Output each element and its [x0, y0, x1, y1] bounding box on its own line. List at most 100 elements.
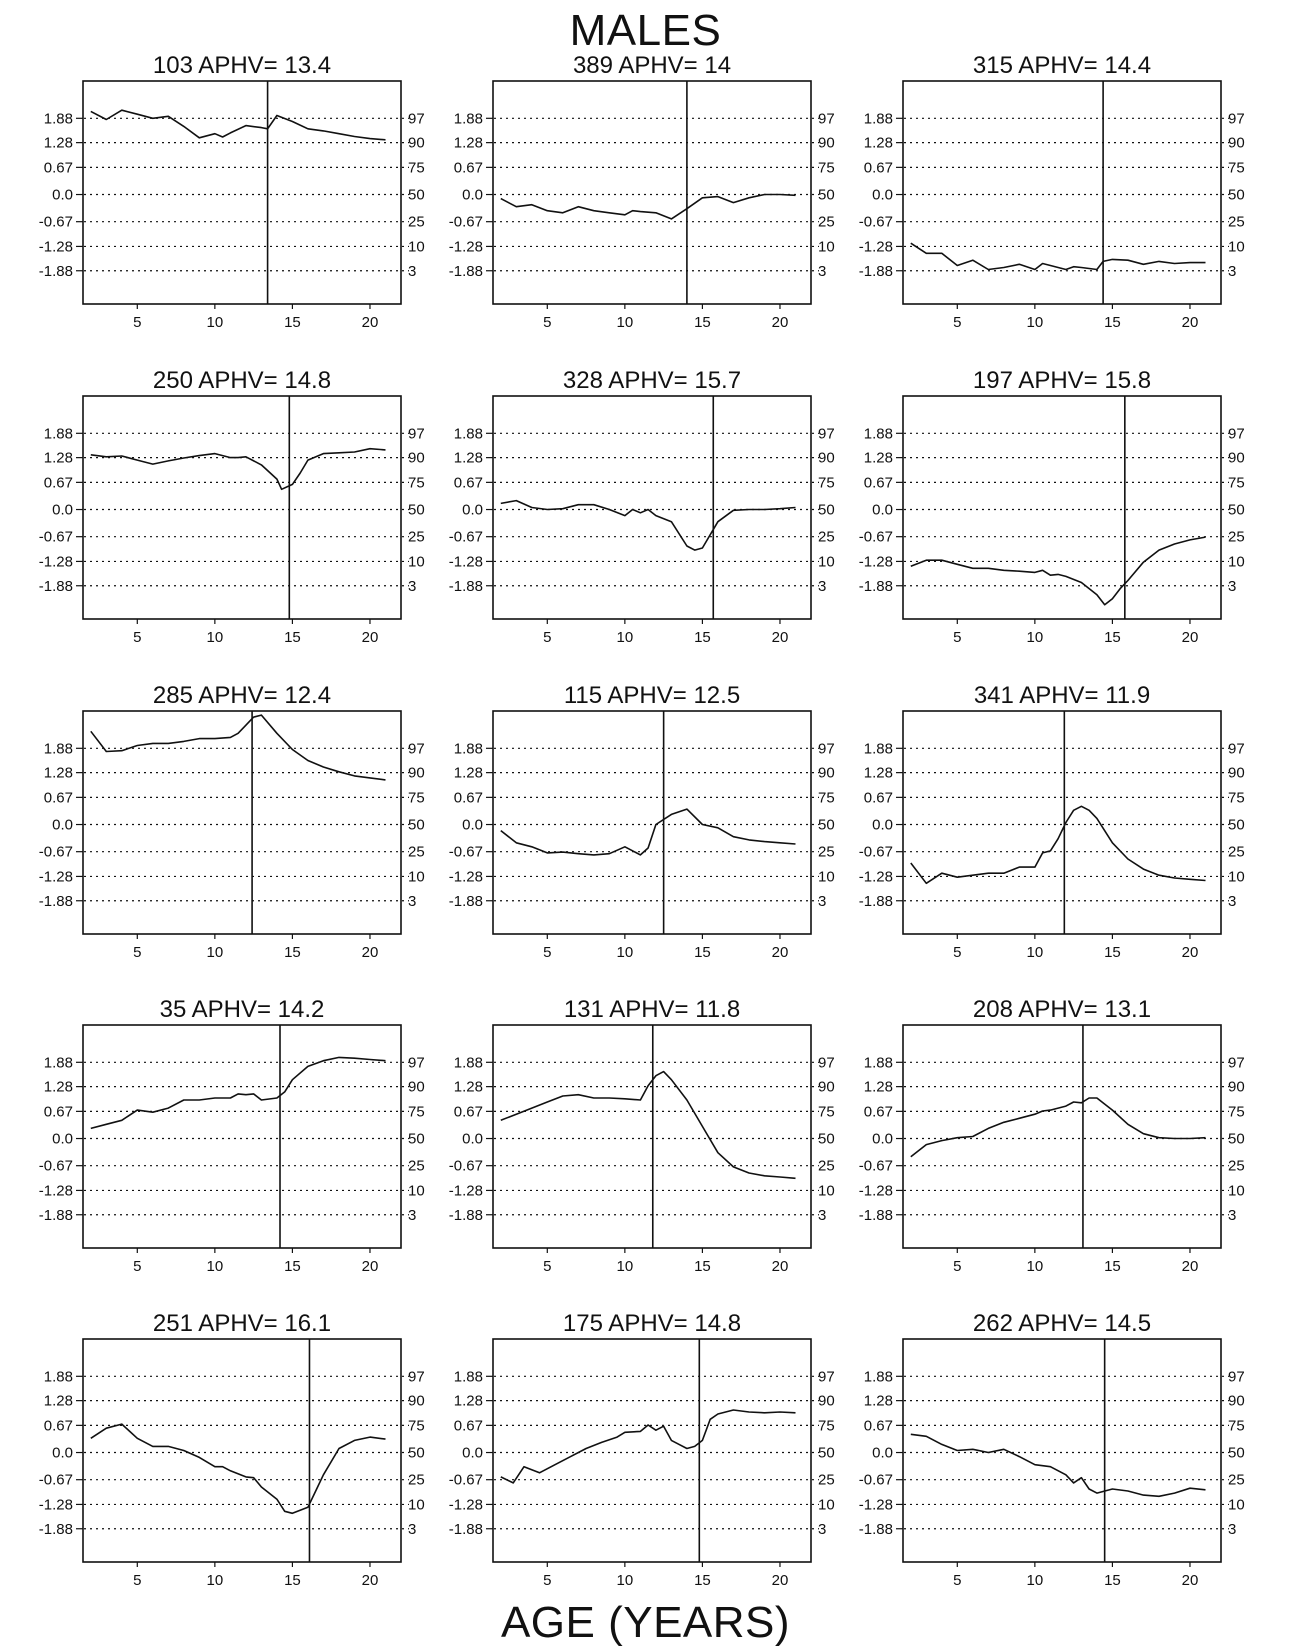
x-tick-label: 10 — [1027, 944, 1044, 961]
y-left-tick-label: -1.88 — [39, 1521, 73, 1538]
panel-title: 251 APHV= 16.1 — [153, 1310, 331, 1337]
x-tick-label: 10 — [207, 944, 224, 961]
y-left-tick-label: 0.67 — [864, 1417, 893, 1434]
y-right-tick-label: 50 — [818, 1445, 835, 1462]
series-line — [90, 1056, 386, 1130]
y-left-tick-label: -1.88 — [449, 893, 483, 910]
plot-frame — [82, 710, 402, 935]
y-left-tick-label: -1.28 — [859, 1182, 893, 1199]
x-tick-label: 20 — [1182, 1572, 1199, 1589]
y-right-tick-label: 10 — [1228, 1182, 1245, 1199]
y-left-tick-label: -0.67 — [39, 529, 73, 546]
y-left-tick-label: 0.67 — [454, 159, 483, 176]
y-right-tick-label: 3 — [818, 1207, 826, 1224]
series-line — [90, 714, 386, 781]
y-left-tick-label: -0.67 — [859, 1158, 893, 1175]
y-right-tick-label: 75 — [1228, 159, 1245, 176]
y-right-tick-label: 75 — [408, 1103, 425, 1120]
y-right-tick-label: 75 — [818, 474, 835, 491]
y-left-tick-label: -0.67 — [859, 844, 893, 861]
y-right-tick-label: 10 — [1228, 1496, 1245, 1513]
y-right-tick-label: 97 — [818, 425, 835, 442]
panel-title: 35 APHV= 14.2 — [160, 996, 325, 1023]
y-left-tick-label: 1.88 — [864, 1368, 893, 1385]
y-left-tick-label: -1.88 — [449, 263, 483, 280]
y-right-tick-label: 10 — [408, 553, 425, 570]
x-tick-label: 10 — [1027, 629, 1044, 646]
x-tick-label: 10 — [617, 629, 634, 646]
y-left-tick-label: 0.0 — [462, 1131, 483, 1148]
y-left-tick-label: 0.0 — [462, 1445, 483, 1462]
y-right-tick-label: 10 — [818, 238, 835, 255]
y-left-tick-label: 0.67 — [44, 474, 73, 491]
y-left-tick-label: 1.28 — [864, 1393, 893, 1410]
x-tick-label: 15 — [284, 1258, 301, 1275]
y-right-tick-label: 50 — [1228, 1131, 1245, 1148]
y-left-tick-label: 0.0 — [52, 502, 73, 519]
x-tick-label: 15 — [1104, 1572, 1121, 1589]
panel-title: 262 APHV= 14.5 — [973, 1310, 1151, 1337]
y-left-tick-label: 0.67 — [44, 789, 73, 806]
y-left-tick-label: -0.67 — [449, 1472, 483, 1489]
panel-title: 328 APHV= 15.7 — [563, 367, 741, 394]
y-right-tick-label: 3 — [818, 578, 826, 595]
y-right-tick-label: 10 — [818, 868, 835, 885]
x-tick-label: 20 — [772, 1572, 789, 1589]
y-right-tick-label: 75 — [1228, 1417, 1245, 1434]
y-right-tick-label: 75 — [818, 159, 835, 176]
x-tick-label: 5 — [133, 314, 141, 331]
y-right-tick-label: 25 — [1228, 529, 1245, 546]
y-right-tick-label: 75 — [818, 789, 835, 806]
y-right-tick-label: 75 — [408, 474, 425, 491]
y-left-tick-label: 1.28 — [44, 1079, 73, 1096]
y-left-tick-label: -1.28 — [449, 1182, 483, 1199]
y-right-tick-label: 90 — [408, 1079, 425, 1096]
y-left-tick-label: 1.28 — [454, 450, 483, 467]
y-right-tick-label: 90 — [408, 450, 425, 467]
y-right-tick-label: 25 — [818, 1472, 835, 1489]
x-tick-label: 15 — [284, 944, 301, 961]
y-left-tick-label: 1.28 — [44, 135, 73, 152]
x-tick-label: 5 — [953, 314, 961, 331]
y-left-tick-label: 1.88 — [454, 110, 483, 127]
x-tick-label: 15 — [1104, 944, 1121, 961]
y-right-tick-label: 75 — [1228, 1103, 1245, 1120]
y-right-tick-label: 10 — [818, 553, 835, 570]
y-left-tick-label: -0.67 — [859, 214, 893, 231]
y-left-tick-label: -0.67 — [449, 214, 483, 231]
y-left-tick-label: 1.28 — [454, 765, 483, 782]
figure-title: MALES — [569, 6, 722, 55]
panel-title: 175 APHV= 14.8 — [563, 1310, 741, 1337]
y-left-tick-label: 1.28 — [454, 1393, 483, 1410]
y-left-tick-label: 0.67 — [454, 1103, 483, 1120]
y-right-tick-label: 97 — [818, 110, 835, 127]
y-left-tick-label: 0.67 — [44, 1417, 73, 1434]
y-left-tick-label: 1.88 — [864, 425, 893, 442]
y-right-tick-label: 10 — [818, 1182, 835, 1199]
y-right-tick-label: 50 — [408, 1131, 425, 1148]
y-left-tick-label: 0.0 — [872, 1445, 893, 1462]
y-left-tick-label: 1.28 — [864, 1079, 893, 1096]
panel-title: 131 APHV= 11.8 — [564, 996, 740, 1023]
y-right-tick-label: 90 — [1228, 450, 1245, 467]
y-right-tick-label: 3 — [408, 1207, 416, 1224]
y-right-tick-label: 10 — [408, 238, 425, 255]
series-line — [910, 1433, 1206, 1498]
x-tick-label: 15 — [694, 1572, 711, 1589]
series-line — [910, 1097, 1206, 1158]
y-left-tick-label: -1.88 — [449, 578, 483, 595]
y-left-tick-label: 0.67 — [454, 789, 483, 806]
y-left-tick-label: 0.67 — [44, 1103, 73, 1120]
y-right-tick-label: 10 — [1228, 238, 1245, 255]
y-right-tick-label: 3 — [1228, 893, 1236, 910]
panel-title: 250 APHV= 14.8 — [153, 367, 331, 394]
plot-frame — [492, 395, 812, 620]
x-tick-label: 10 — [1027, 1258, 1044, 1275]
y-left-tick-label: 0.0 — [872, 502, 893, 519]
x-tick-label: 15 — [1104, 1258, 1121, 1275]
y-left-tick-label: -1.28 — [39, 238, 73, 255]
y-left-tick-label: -1.88 — [39, 1207, 73, 1224]
y-left-tick-label: -0.67 — [39, 1158, 73, 1175]
y-right-tick-label: 3 — [408, 1521, 416, 1538]
